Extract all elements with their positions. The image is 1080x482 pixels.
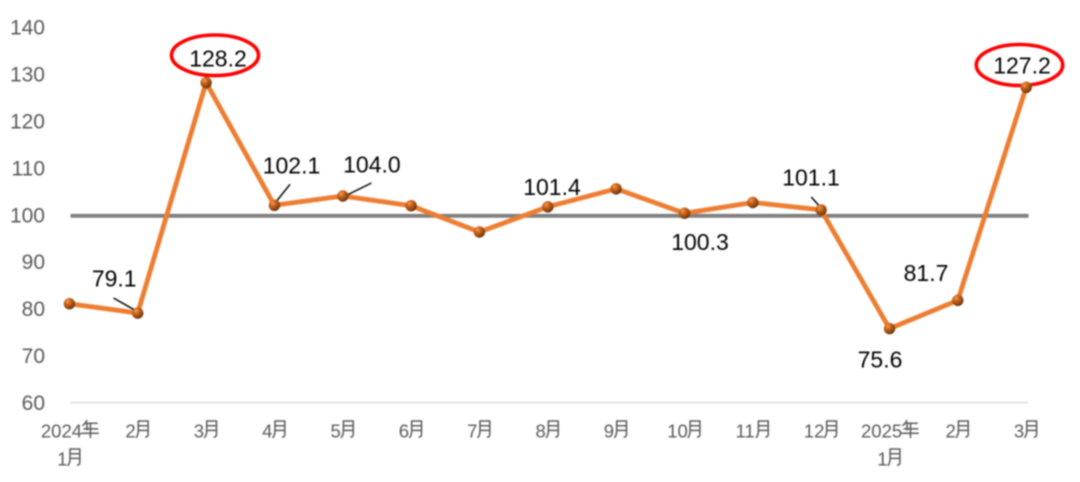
svg-text:60: 60 — [22, 392, 45, 415]
svg-text:70: 70 — [22, 345, 45, 368]
svg-text:100.3: 100.3 — [671, 229, 729, 255]
svg-text:75.6: 75.6 — [858, 347, 903, 373]
svg-text:101.1: 101.1 — [782, 164, 840, 190]
svg-text:100: 100 — [10, 204, 45, 227]
svg-text:90: 90 — [22, 251, 45, 274]
svg-text:6: 6 — [399, 421, 409, 442]
svg-text:2025: 2025 — [861, 421, 902, 442]
svg-text:1: 1 — [57, 449, 67, 470]
svg-text:101.4: 101.4 — [523, 174, 581, 200]
svg-text:79.1: 79.1 — [92, 266, 137, 292]
svg-text:4: 4 — [262, 421, 272, 442]
svg-text:1: 1 — [877, 449, 887, 470]
svg-text:2: 2 — [125, 421, 135, 442]
svg-text:128.2: 128.2 — [189, 46, 247, 72]
svg-text:130: 130 — [10, 64, 45, 87]
svg-text:3: 3 — [1014, 421, 1024, 442]
svg-text:120: 120 — [10, 110, 45, 133]
svg-text:81.7: 81.7 — [904, 260, 949, 286]
svg-text:104.0: 104.0 — [343, 151, 401, 177]
svg-text:102.1: 102.1 — [263, 152, 321, 178]
svg-text:10: 10 — [667, 421, 688, 442]
svg-text:11: 11 — [736, 421, 755, 442]
svg-text:110: 110 — [12, 157, 45, 180]
svg-text:80: 80 — [22, 298, 45, 321]
svg-text:2024: 2024 — [41, 421, 82, 442]
svg-text:127.2: 127.2 — [993, 52, 1051, 78]
svg-text:140: 140 — [10, 17, 45, 40]
svg-text:2: 2 — [946, 421, 956, 442]
svg-text:8: 8 — [536, 421, 546, 442]
svg-text:5: 5 — [331, 421, 341, 442]
svg-text:3: 3 — [194, 421, 204, 442]
svg-text:12: 12 — [804, 421, 825, 442]
svg-text:7: 7 — [467, 421, 477, 442]
svg-text:9: 9 — [604, 421, 614, 442]
